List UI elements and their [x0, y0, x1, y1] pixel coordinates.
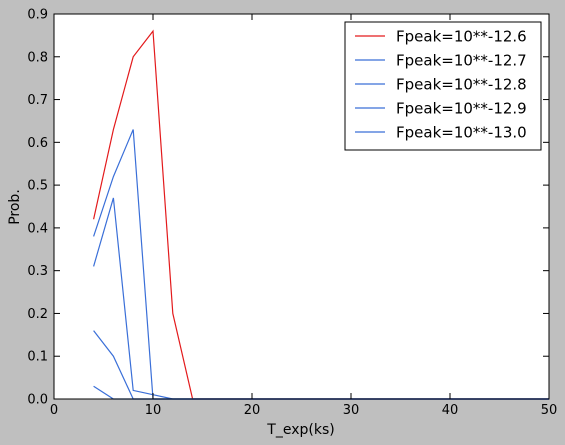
x-tick-label: 30: [343, 403, 360, 418]
y-tick-label: 0.4: [27, 221, 48, 236]
legend-label: Fpeak=10**-12.8: [396, 76, 527, 94]
plot-frame: [53, 13, 550, 400]
legend-label: Fpeak=10**-13.0: [396, 124, 527, 142]
legend-label: Fpeak=10**-12.6: [396, 28, 527, 46]
y-tick-label: 0.6: [27, 136, 48, 151]
y-tick-label: 0.7: [27, 93, 48, 108]
x-tick-label: 50: [541, 403, 558, 418]
y-tick-label: 0.1: [27, 350, 48, 365]
y-tick-label: 0.2: [27, 307, 48, 322]
legend-label: Fpeak=10**-12.7: [396, 52, 527, 70]
y-tick-label: 0.5: [27, 179, 48, 194]
x-tick-label: 10: [145, 403, 162, 418]
y-tick-label: 0.8: [27, 50, 48, 65]
legend-label: Fpeak=10**-12.9: [396, 100, 527, 118]
y-tick-label: 0.0: [27, 393, 48, 408]
y-tick-label: 0.9: [27, 8, 48, 23]
x-axis-label: T_exp(ks): [266, 422, 334, 438]
legend: Fpeak=10**-12.6 Fpeak=10**-12.7 Fpeak=10**…: [344, 21, 542, 151]
x-tick-label: 40: [442, 403, 459, 418]
y-tick-label: 0.3: [27, 264, 48, 279]
axis-ticks: 0 10 20 30 40 50 0.0 0.1 0.2 0.3 0.4 0.5 0.6 0.7 0.8 0.…: [27, 8, 557, 419]
x-tick-label: 20: [244, 403, 261, 418]
legend-box: [344, 21, 542, 151]
y-axis-label: Prob.: [7, 189, 23, 225]
x-tick-label: 0: [50, 403, 58, 418]
